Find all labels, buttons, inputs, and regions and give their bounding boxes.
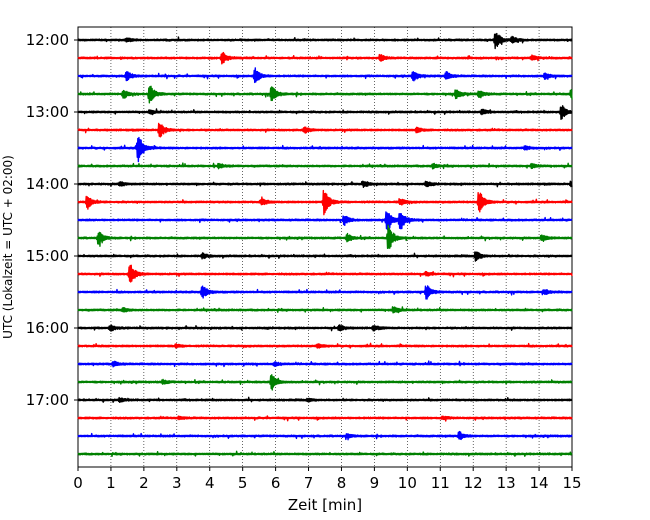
trace-1730 xyxy=(77,430,573,441)
trace-1545 xyxy=(77,306,573,314)
trace-1615 xyxy=(77,342,573,349)
trace-1645 xyxy=(77,374,573,391)
grid-lines xyxy=(110,27,540,467)
trace-1600 xyxy=(77,324,573,332)
x-tick-label: 8 xyxy=(337,474,347,492)
trace-1230 xyxy=(77,67,573,84)
plot-frame xyxy=(77,26,573,468)
x-tick-label: 9 xyxy=(370,474,380,492)
trace-1700 xyxy=(77,396,573,403)
x-tick-label: 10 xyxy=(398,474,417,492)
x-tick-label: 7 xyxy=(304,474,314,492)
x-tick-label: 6 xyxy=(271,474,281,492)
trace-1200 xyxy=(77,32,573,50)
trace-1630 xyxy=(77,360,573,368)
x-tick-label: 3 xyxy=(172,474,182,492)
y-tick-label: 16:00 xyxy=(26,319,69,337)
trace-1430 xyxy=(77,211,573,231)
y-axis-ticks: 12:00 13:00 14:00 15:00 16:00 17:00 xyxy=(26,31,78,409)
trace-1500 xyxy=(77,251,573,262)
trace-1245 xyxy=(77,85,573,104)
trace-1330 xyxy=(77,136,573,163)
trace-1345 xyxy=(77,162,573,170)
x-tick-label: 13 xyxy=(497,474,516,492)
y-tick-label: 12:00 xyxy=(26,31,69,49)
y-axis-label: UTC (Lokalzeit = UTC + 02:00) xyxy=(1,155,15,339)
trace-1515 xyxy=(77,264,573,283)
trace-1315 xyxy=(77,122,573,138)
x-axis-ticks: 0 1 2 3 4 5 6 7 8 9 10 11 12 13 14 15 xyxy=(73,467,582,492)
y-tick-label: 14:00 xyxy=(26,175,69,193)
x-tick-label: 0 xyxy=(73,474,83,492)
trace-1745 xyxy=(77,450,573,457)
y-tick-label: 13:00 xyxy=(26,103,69,121)
trace-1530 xyxy=(77,285,573,300)
trace-1400 xyxy=(77,180,573,189)
x-tick-label: 15 xyxy=(562,474,581,492)
x-tick-label: 12 xyxy=(464,474,483,492)
trace-1300 xyxy=(77,105,573,121)
x-tick-label: 1 xyxy=(106,474,116,492)
trace-1715 xyxy=(77,415,573,422)
trace-group xyxy=(77,32,573,457)
trace-1215 xyxy=(77,51,573,65)
x-tick-label: 5 xyxy=(238,474,248,492)
x-tick-label: 14 xyxy=(530,474,549,492)
x-tick-label: 4 xyxy=(205,474,215,492)
x-tick-label: 2 xyxy=(139,474,149,492)
y-tick-label: 17:00 xyxy=(26,391,69,409)
trace-1445 xyxy=(77,224,573,250)
y-tick-label: 15:00 xyxy=(26,247,69,265)
x-tick-label: 11 xyxy=(431,474,450,492)
x-axis-label: Zeit [min] xyxy=(288,496,362,514)
trace-1415 xyxy=(77,189,573,216)
